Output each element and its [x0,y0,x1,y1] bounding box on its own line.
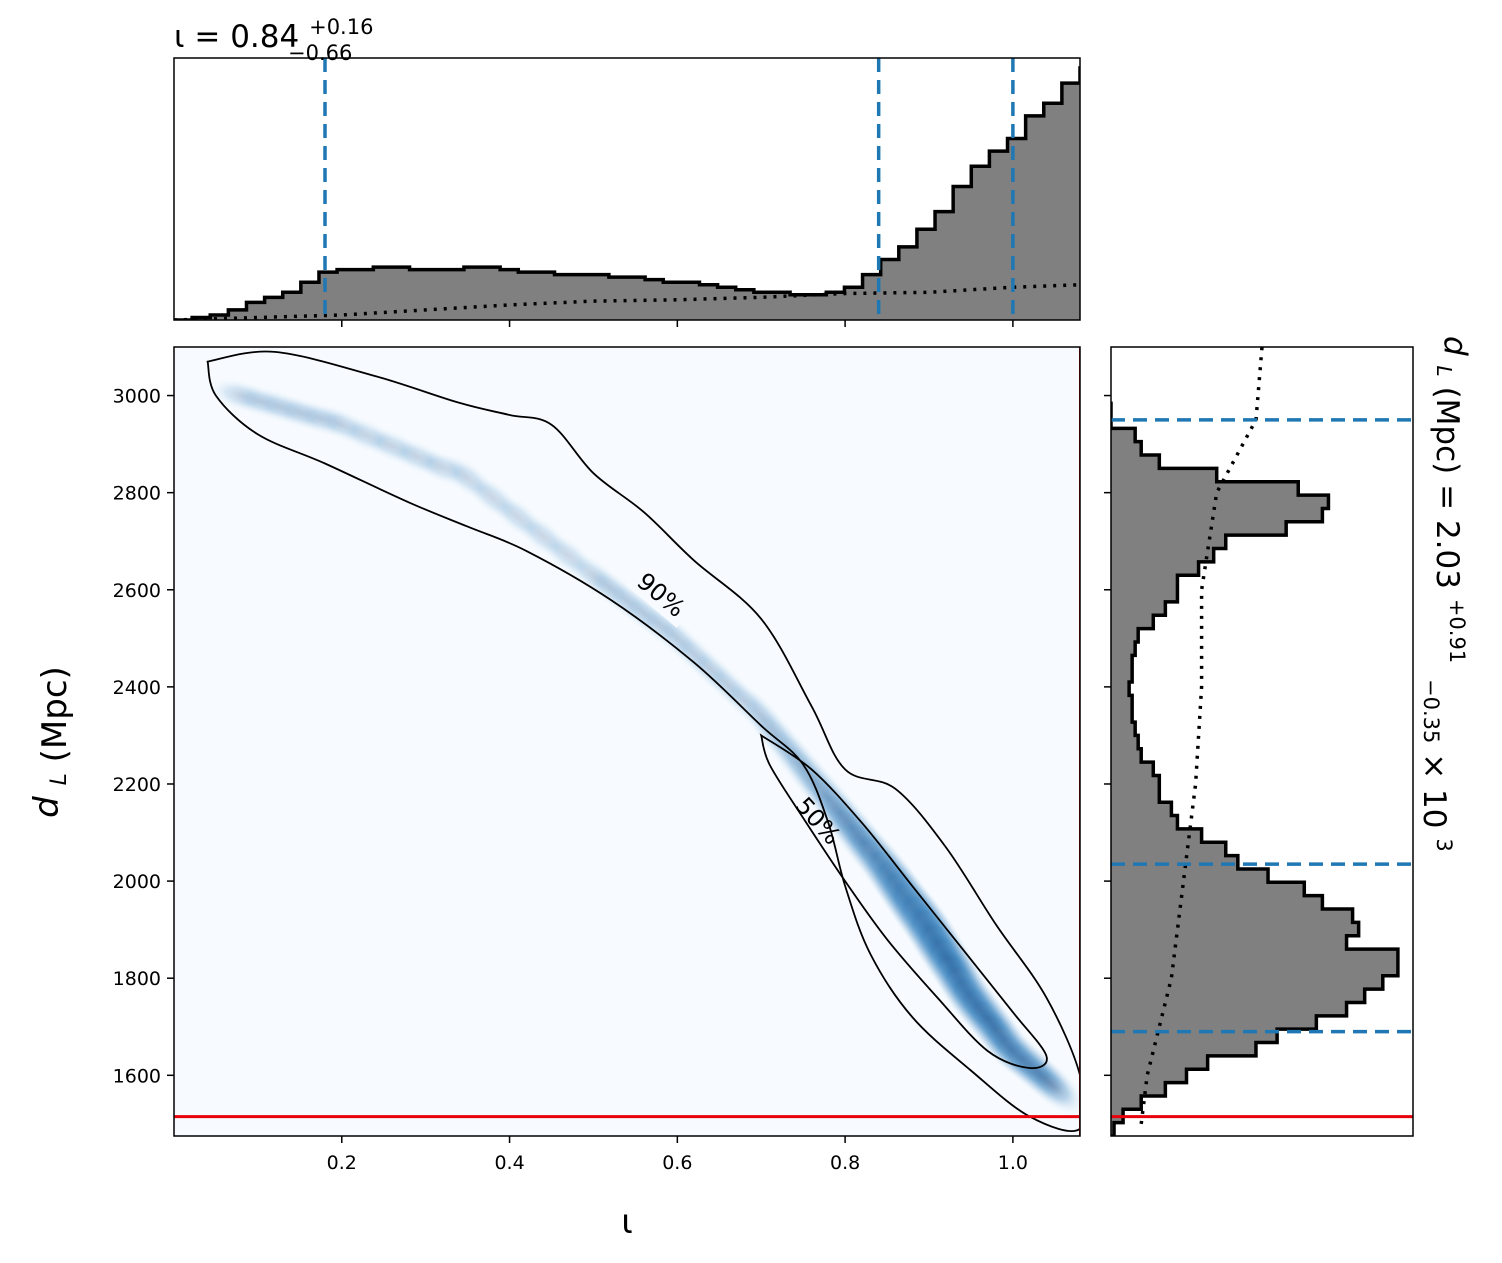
iota-histogram-outline [174,66,1080,320]
x-tick-label: 0.4 [494,1152,524,1174]
y-axis-title-unit: (Mpc) [35,666,75,762]
iota-title-param: ι [174,19,185,55]
distance-title-unit: (Mpc) [1429,387,1465,475]
contour-90 [206,350,1080,1132]
distance-title-subscript: L [1432,366,1456,377]
y-axis-title-subscript: L [47,773,72,785]
distance-marginal-frame [1110,346,1414,1137]
x-tick-label: 1.0 [998,1152,1028,1174]
distance-histogram-outline [1111,401,1400,1136]
y-tick-label: 2200 [113,774,161,796]
x-tick-label: 0.6 [662,1152,692,1174]
joint-panel-frame [173,346,1081,1137]
heatmap-background [174,347,1080,1136]
x-tick-label: 0.2 [327,1152,357,1174]
distance-marginal-title: d L (Mpc) = 2.03 +0.91 −0.35 × 10 3 [1416,336,1478,852]
distance-title-exponent: 3 [1432,838,1456,851]
heatmap-density [209,378,1080,1116]
iota-marginal-title: ι = 0.84 +0.16 −0.66 [174,6,383,65]
y-tick-label: 1800 [113,968,161,990]
iota-marginal-panel: ι = 0.84 +0.16 −0.66 [173,6,1081,327]
y-tick-label: 3000 [113,386,161,408]
distance-histogram-fill [1111,401,1398,1136]
distance-title-param: d [1437,336,1473,356]
distance-title-scale: × 10 [1416,753,1452,828]
x-axis-title: ι [621,1202,633,1242]
iota-title-minus: −0.66 [288,41,352,65]
contour-50 [759,733,1048,1069]
iota-title-median: 0.84 [230,19,299,55]
distance-title-minus: −0.35 [1419,679,1443,743]
iota-title-plus: +0.16 [309,15,373,39]
y-tick-label: 2000 [113,871,161,893]
iota-marginal-frame [173,57,1081,321]
y-tick-label: 2800 [113,483,161,505]
x-tick-label: 0.8 [830,1152,860,1174]
y-axis-title: d L (Mpc) [27,666,75,818]
heatmap-cell [1020,1056,1080,1116]
joint-posterior-panel: 90% 50% 0.2 0.4 0.6 0.8 1.0 1600180020002200… [27,346,1081,1242]
distance-title-plus: +0.91 [1445,599,1469,663]
distance-title-median: 2.03 [1429,520,1465,589]
y-tick-label: 1600 [113,1065,161,1087]
y-tick-label: 2600 [113,580,161,602]
iota-prior-curve [174,282,1080,320]
y-axis-title-symbol: d [27,796,67,818]
contour-90-label-bg [626,562,696,628]
distance-marginal-panel: d L (Mpc) = 2.03 +0.91 −0.35 × 10 3 [1104,336,1478,1137]
y-tick-label: 2400 [113,677,161,699]
iota-histogram-fill [174,68,1080,320]
